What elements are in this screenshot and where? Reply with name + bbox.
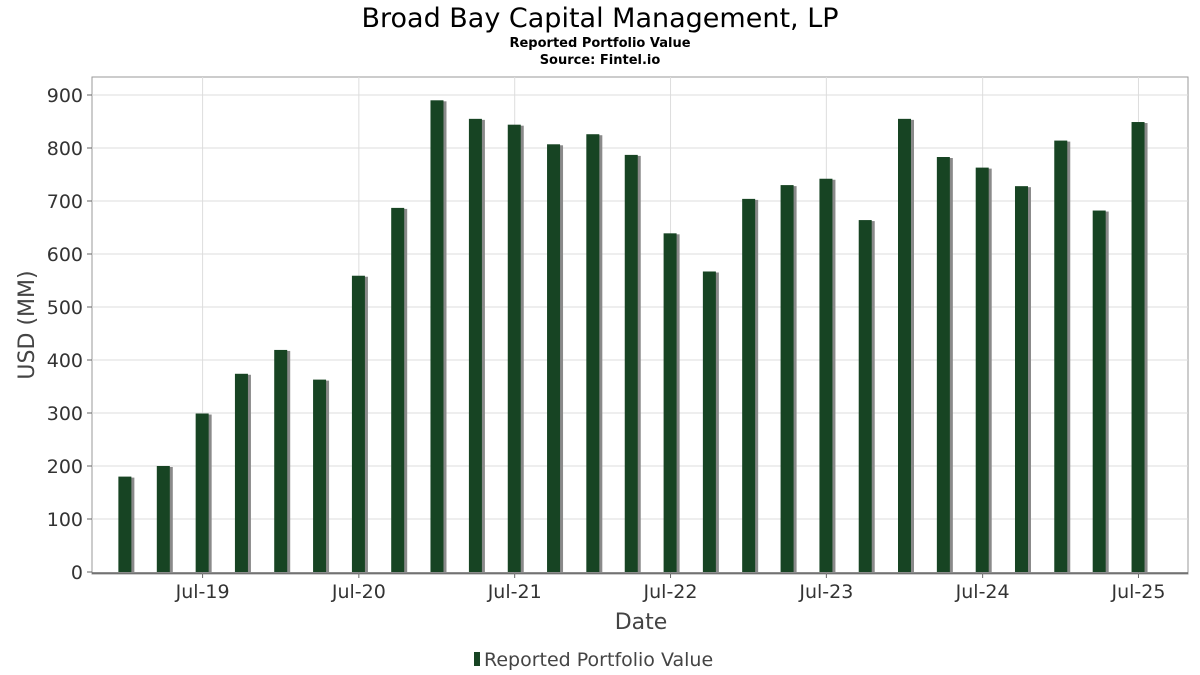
bar-group [547, 144, 564, 573]
bar [351, 275, 365, 572]
bar-group [898, 118, 915, 572]
bar [780, 185, 794, 572]
bar [195, 413, 209, 572]
bar [1092, 210, 1106, 573]
legend-swatch [474, 652, 480, 666]
bar-group [1014, 186, 1031, 572]
bar-series [118, 100, 1148, 573]
bar [430, 100, 444, 573]
chart-source: Source: Fintel.io [540, 53, 661, 68]
bar-group [274, 349, 291, 572]
bar-group [663, 233, 680, 572]
bar [1131, 122, 1145, 572]
chart-title: Broad Bay Capital Management, LP [361, 3, 838, 34]
bar [624, 154, 638, 572]
bar [118, 476, 132, 572]
bar [507, 124, 521, 573]
bar-group [430, 100, 447, 573]
bar-group [858, 220, 875, 572]
bar [936, 157, 950, 572]
chart-subtitle: Reported Portfolio Value [509, 36, 690, 51]
y-tick-label: 800 [47, 138, 83, 160]
bar [547, 144, 561, 573]
y-tick-label: 0 [71, 562, 83, 584]
bar [663, 233, 677, 572]
bar-group [234, 373, 251, 572]
bar-group [1092, 210, 1109, 573]
y-tick-label: 100 [47, 509, 83, 531]
x-tick-label: Jul-21 [487, 581, 542, 603]
bar [274, 349, 288, 572]
bar [391, 207, 405, 572]
bar [234, 373, 248, 572]
y-tick-label: 300 [47, 403, 83, 425]
y-tick-label: 900 [47, 85, 83, 107]
bar-group [507, 124, 524, 573]
x-tick-label: Jul-22 [643, 581, 698, 603]
bar-group [118, 476, 135, 572]
y-axis-title: USD (MM) [15, 270, 40, 379]
bar [586, 134, 600, 572]
bar-group [780, 185, 797, 572]
y-tick-label: 700 [47, 191, 83, 213]
bar-group [819, 178, 836, 573]
axes [87, 94, 1188, 578]
bar-group [702, 271, 719, 572]
bar-group [586, 134, 603, 572]
bar [468, 118, 482, 572]
bar [156, 466, 170, 572]
y-tick-label: 500 [47, 297, 83, 319]
legend-label: Reported Portfolio Value [484, 649, 713, 671]
bar [1014, 186, 1028, 572]
x-tick-label: Jul-23 [798, 581, 853, 603]
bar [1054, 140, 1068, 572]
bar-group [1131, 122, 1148, 572]
bar-group [975, 167, 992, 573]
y-tick-label: 600 [47, 244, 83, 266]
x-tick-label: Jul-20 [331, 581, 386, 603]
bar-group [391, 207, 408, 572]
x-axis-title: Date [615, 610, 668, 635]
bar [858, 220, 872, 572]
bar-group [351, 275, 368, 572]
x-tick-label: Jul-19 [175, 581, 230, 603]
bar-group [742, 198, 759, 572]
bar [975, 167, 989, 573]
y-tick-labels: 0 100 200 300 400 500 600 700 800 900 [47, 85, 83, 584]
bar-group [624, 154, 641, 572]
x-tick-labels: Jul-19 Jul-20 Jul-21 Jul-22 Jul-23 Jul-24 Jul-… [175, 581, 1166, 603]
bar-group [468, 118, 485, 572]
bar [702, 271, 716, 572]
bar-group [156, 466, 173, 572]
bar-group [1054, 140, 1071, 572]
legend: Reported Portfolio Value [474, 649, 713, 671]
y-tick-label: 400 [47, 350, 83, 372]
x-tick-label: Jul-25 [1110, 581, 1165, 603]
bar [819, 178, 833, 573]
bar-group [195, 413, 212, 572]
x-tick-label: Jul-24 [955, 581, 1010, 603]
bar [313, 379, 327, 572]
bar-group [936, 157, 953, 572]
bar-group [313, 379, 330, 572]
bar [898, 118, 912, 572]
y-tick-label: 200 [47, 456, 83, 478]
bar [742, 198, 756, 572]
